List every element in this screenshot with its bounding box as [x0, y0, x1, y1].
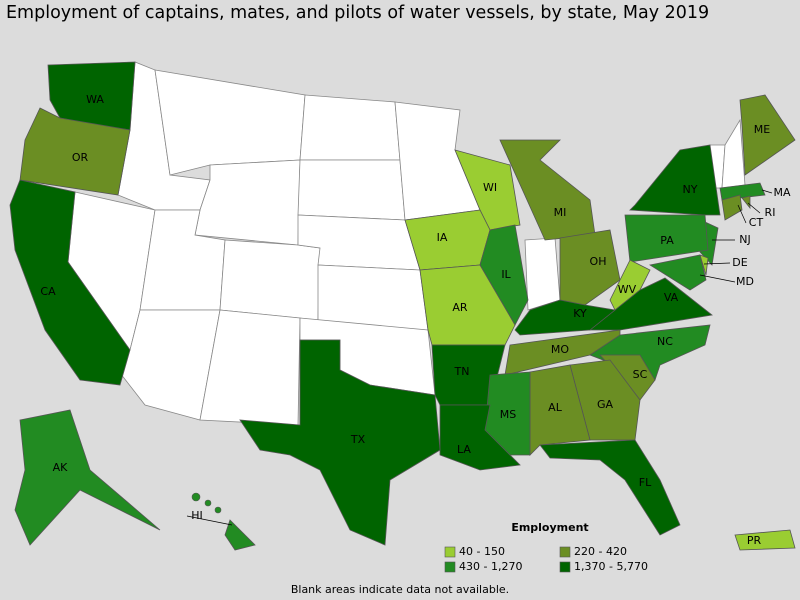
state [559, 229, 621, 306]
state-label: SC [633, 368, 648, 381]
legend-label: 430 - 1,270 [459, 560, 522, 573]
legend-swatch [444, 561, 456, 573]
island [204, 499, 212, 507]
state-label: OR [72, 151, 89, 164]
state-label: NC [657, 335, 673, 348]
state [648, 254, 707, 291]
state-label: KY [573, 307, 587, 320]
leader-line [703, 262, 731, 265]
states [9, 61, 796, 551]
state-label: TN [454, 365, 470, 378]
state [629, 144, 721, 216]
state-blank [317, 264, 429, 331]
note: Blank areas indicate data not available. [291, 583, 509, 596]
state-label: AR [452, 301, 468, 314]
legend-swatch [559, 546, 571, 558]
state-label: VA [664, 291, 679, 304]
state [734, 529, 796, 551]
state-blank [524, 237, 561, 311]
state-blank [219, 239, 321, 321]
state-label: OH [590, 255, 607, 268]
state-label: MO [551, 343, 569, 356]
state [224, 519, 256, 551]
leader-line [699, 274, 736, 283]
state-label: LA [457, 443, 471, 456]
blank-states [67, 61, 746, 426]
state-label: IA [437, 231, 448, 244]
state-label: AK [53, 461, 69, 474]
state [721, 194, 743, 221]
state-label: TX [350, 433, 366, 446]
state [699, 254, 709, 276]
state [739, 94, 796, 176]
map-title: Employment of captains, mates, and pilot… [6, 3, 709, 23]
state [624, 214, 709, 263]
state [514, 299, 616, 336]
state-label: NY [683, 183, 698, 196]
state-label: CT [749, 216, 764, 229]
island [214, 506, 222, 514]
state-label: MI [554, 206, 567, 219]
state-label: FL [639, 476, 652, 489]
legend-title: Employment [511, 521, 588, 534]
state-blank [299, 94, 401, 161]
state-label: MA [773, 186, 790, 199]
island [191, 492, 201, 502]
state [539, 439, 681, 536]
state [14, 409, 161, 546]
state [9, 179, 131, 386]
state-label: NJ [739, 233, 750, 246]
state [719, 182, 766, 201]
state-label: RI [765, 206, 776, 219]
state-label: ME [754, 123, 770, 136]
state [439, 404, 521, 471]
leader-line [761, 189, 773, 194]
state-label: WA [86, 93, 104, 106]
state [404, 209, 491, 271]
legend-label: 1,370 - 5,770 [574, 560, 648, 573]
state-label: WV [618, 283, 637, 296]
state-label: DE [732, 256, 747, 269]
state [19, 107, 131, 196]
state-label: WI [483, 181, 497, 194]
state-label: GA [597, 398, 614, 411]
state-label: PA [660, 234, 674, 247]
legend-label: 40 - 150 [459, 545, 505, 558]
state-label: IL [501, 268, 511, 281]
state-label: PR [747, 534, 762, 547]
leader-line [186, 515, 233, 526]
state [588, 277, 713, 331]
legend: Employment 40 - 150 220 - 420 430 - 1,270 1… [444, 521, 648, 573]
legend-swatch [559, 561, 571, 573]
state [239, 339, 441, 546]
state-label: HI [191, 509, 203, 522]
state-blank [194, 159, 301, 246]
legend-swatch [444, 546, 456, 558]
state-label: CA [40, 285, 56, 298]
legend-label: 220 - 420 [574, 545, 627, 558]
state-label: MD [736, 275, 754, 288]
state-label: AL [548, 401, 563, 414]
state [499, 139, 596, 241]
leader-line [737, 204, 747, 224]
state-blank [297, 159, 406, 221]
state [741, 195, 751, 210]
state-label: MS [500, 408, 516, 421]
leader-line [747, 202, 761, 214]
